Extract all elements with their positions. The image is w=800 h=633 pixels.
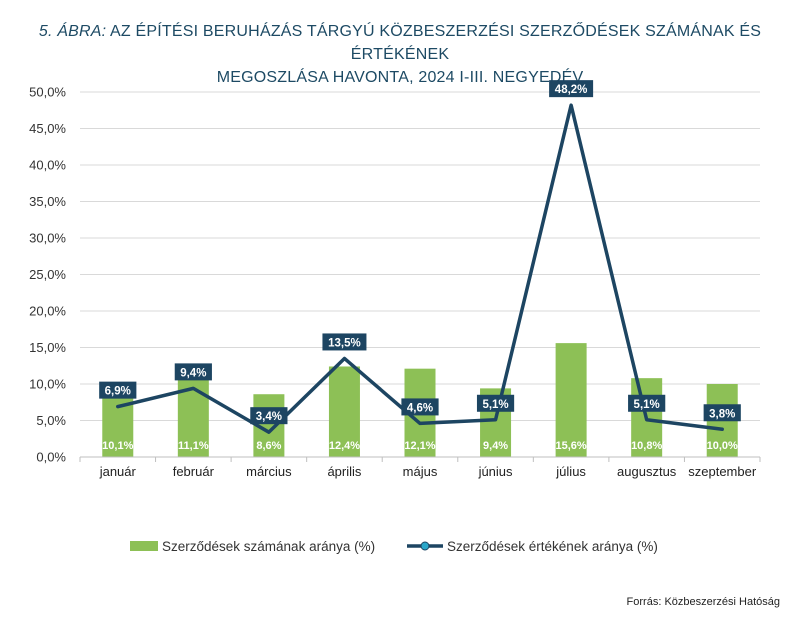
- title-prefix: 5. ÁBRA:: [38, 23, 107, 40]
- line-data-label-box: [322, 333, 367, 351]
- line-data-label: 4,6%: [407, 402, 433, 414]
- y-tick-label: 20,0%: [29, 304, 66, 319]
- title-line-2: MEGOSZLÁSA HAVONTA, 2024 I-III. NEGYEDÉV: [216, 69, 584, 86]
- line-data-label-box: [250, 407, 288, 425]
- bar-data-label: 12,1%: [404, 440, 435, 452]
- title-line-1: AZ ÉPÍTÉSI BERUHÁZÁS TÁRGYÚ KÖZBESZERZÉS…: [110, 23, 762, 63]
- line-data-label-box: [628, 394, 666, 412]
- bar-data-label: 15,6%: [556, 440, 587, 452]
- line-data-label: 13,5%: [328, 337, 361, 349]
- line-data-label-box: [703, 404, 741, 422]
- line-data-label-box: [174, 363, 212, 381]
- bar-data-label: 10,1%: [102, 440, 133, 452]
- x-tick-label: május: [403, 464, 438, 479]
- y-tick-label: 45,0%: [29, 121, 66, 136]
- legend-bar-label: Szerződések számának aránya (%): [162, 539, 375, 554]
- line-data-label: 3,4%: [256, 411, 282, 423]
- y-tick-label: 10,0%: [29, 377, 66, 392]
- line-data-label: 5,1%: [634, 399, 660, 411]
- bar-data-label: 10,0%: [707, 440, 738, 452]
- x-tick-label: július: [555, 464, 586, 479]
- x-tick-label: március: [246, 464, 292, 479]
- y-axis: 0,0% 5,0% 10,0% 15,0% 20,0% 25,0% 30,0% 35,0% 40…: [29, 85, 66, 465]
- line-data-label: 5,1%: [482, 399, 508, 411]
- bar-data-labels: 10,1% 11,1% 8,6% 12,4% 12,1% 9,4% 15,6% 10,8% 10…: [102, 440, 738, 452]
- line-data-label: 9,4%: [180, 367, 206, 379]
- legend-line-label: Szerződések értékének aránya (%): [447, 539, 658, 554]
- line-data-label: 6,9%: [105, 386, 131, 398]
- y-tick-label: 35,0%: [29, 194, 66, 209]
- y-tick-label: 30,0%: [29, 231, 66, 246]
- x-tick-label: augusztus: [617, 464, 677, 479]
- line-data-label-box: [99, 381, 137, 399]
- line-data-label-box: [549, 80, 594, 98]
- chart-title: 5. ÁBRA: AZ ÉPÍTÉSI BERUHÁZÁS TÁRGYÚ KÖZ…: [0, 20, 800, 89]
- value-line: [116, 103, 724, 434]
- x-tick-label: szeptember: [688, 464, 757, 479]
- line-data-label: 3,8%: [709, 408, 735, 420]
- line-data-label-box: [476, 394, 515, 412]
- line-data-label: 48,2%: [555, 84, 588, 96]
- gridlines: [80, 91, 760, 458]
- bar-data-label: 9,4%: [483, 440, 508, 452]
- bar: [555, 343, 587, 457]
- line-data-label-box: [401, 398, 439, 416]
- line-series: [116, 103, 724, 434]
- bar-data-label: 10,8%: [631, 440, 662, 452]
- bar-data-label: 11,1%: [178, 440, 209, 452]
- x-tick-label: február: [173, 464, 215, 479]
- line-data-labels: 6,9% 9,4% 3,4% 13,5% 4,6% 5,1% 48,2% 5,1% 3,8%: [99, 80, 741, 425]
- bar-data-label: 12,4%: [329, 440, 360, 452]
- y-tick-label: 0,0%: [36, 450, 66, 465]
- y-tick-label: 50,0%: [29, 85, 66, 100]
- y-tick-label: 40,0%: [29, 158, 66, 173]
- bar-data-label: 8,6%: [256, 440, 281, 452]
- x-axis: január február március április május június jú…: [79, 456, 761, 479]
- y-tick-label: 15,0%: [29, 340, 66, 355]
- legend-bar-swatch: [130, 541, 158, 551]
- x-tick-label: április: [327, 464, 361, 479]
- source-note: Forrás: Közbeszerzési Hatóság: [626, 596, 780, 608]
- bar: [328, 366, 360, 457]
- y-tick-label: 25,0%: [29, 267, 66, 282]
- legend-line-marker: [420, 541, 430, 551]
- legend: Szerződések számának aránya (%) Szerződés…: [130, 539, 658, 554]
- y-tick-label: 5,0%: [36, 413, 66, 428]
- x-tick-label: június: [478, 464, 513, 479]
- x-tick-label: január: [99, 464, 137, 479]
